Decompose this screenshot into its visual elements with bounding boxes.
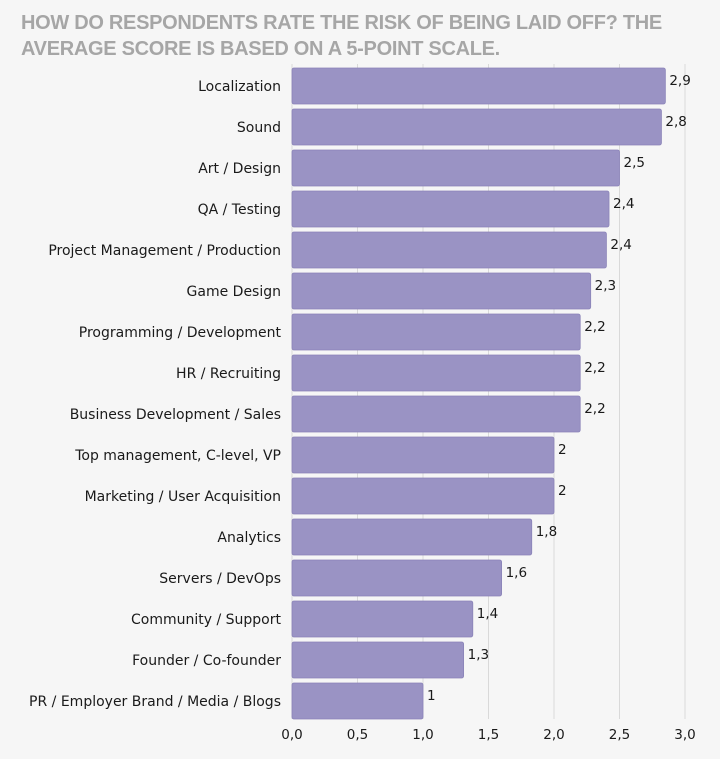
value-label: 1,3 <box>468 647 489 663</box>
value-label: 2,3 <box>595 278 616 294</box>
bar <box>291 559 503 597</box>
bar <box>291 149 620 187</box>
bar <box>291 272 592 310</box>
bar <box>291 600 474 638</box>
chart-title: HOW DO RESPONDENTS RATE THE RISK OF BEIN… <box>21 12 662 60</box>
category-label: Art / Design <box>198 161 281 177</box>
x-tick-label: 0,5 <box>347 727 368 743</box>
value-label: 2,4 <box>613 196 634 212</box>
category-label: QA / Testing <box>198 202 281 218</box>
bar <box>291 354 581 392</box>
bar <box>291 477 555 515</box>
bars <box>291 67 666 720</box>
bar <box>291 190 610 228</box>
value-labels: 2,9 2,8 2,5 2,4 2,4 2,3 2,2 2,2 2,2 2 2 1,8 1,6 1,4 1,… <box>427 73 691 704</box>
category-label: Marketing / User Acquisition <box>85 489 281 505</box>
value-label: 2,5 <box>624 155 645 171</box>
category-label: Top management, C-level, VP <box>74 448 281 464</box>
value-label: 2 <box>558 442 567 458</box>
bar <box>291 67 666 105</box>
bar <box>291 395 581 433</box>
value-label: 2,8 <box>665 114 686 130</box>
bar <box>291 436 555 474</box>
x-tick-label: 2,0 <box>543 727 564 743</box>
value-label: 2,2 <box>584 401 605 417</box>
category-label: Project Management / Production <box>48 243 281 259</box>
value-label: 2,2 <box>584 319 605 335</box>
x-tick-label: 0,0 <box>281 727 302 743</box>
category-label: Localization <box>198 79 281 95</box>
category-label: HR / Recruiting <box>176 366 281 382</box>
category-label: Founder / Co-founder <box>132 653 281 669</box>
x-tick-label: 1,5 <box>478 727 499 743</box>
bar <box>291 682 424 720</box>
value-label: 1,4 <box>477 606 498 622</box>
category-labels: Localization Sound Art / Design QA / Testin… <box>29 79 281 710</box>
value-label: 1 <box>427 688 436 704</box>
category-label: Sound <box>237 120 281 136</box>
x-tick-label: 3,0 <box>674 727 695 743</box>
category-label: Game Design <box>187 284 281 300</box>
value-label: 2,2 <box>584 360 605 376</box>
category-label: Analytics <box>217 530 281 546</box>
value-label: 1,8 <box>536 524 557 540</box>
bar <box>291 313 581 351</box>
category-label: PR / Employer Brand / Media / Blogs <box>29 694 281 710</box>
category-label: Community / Support <box>131 612 281 628</box>
category-label: Servers / DevOps <box>159 571 281 587</box>
category-label: Programming / Development <box>79 325 282 341</box>
bar <box>291 641 465 679</box>
value-label: 1,6 <box>506 565 527 581</box>
category-label: Business Development / Sales <box>70 407 281 423</box>
value-label: 2,4 <box>610 237 631 253</box>
x-axis-ticks: 0,0 0,5 1,0 1,5 2,0 2,5 3,0 <box>281 727 695 743</box>
value-label: 2,9 <box>669 73 690 89</box>
bar <box>291 518 533 556</box>
x-tick-label: 2,5 <box>609 727 630 743</box>
value-label: 2 <box>558 483 567 499</box>
bar <box>291 108 662 146</box>
bar <box>291 231 607 269</box>
x-tick-label: 1,0 <box>412 727 433 743</box>
